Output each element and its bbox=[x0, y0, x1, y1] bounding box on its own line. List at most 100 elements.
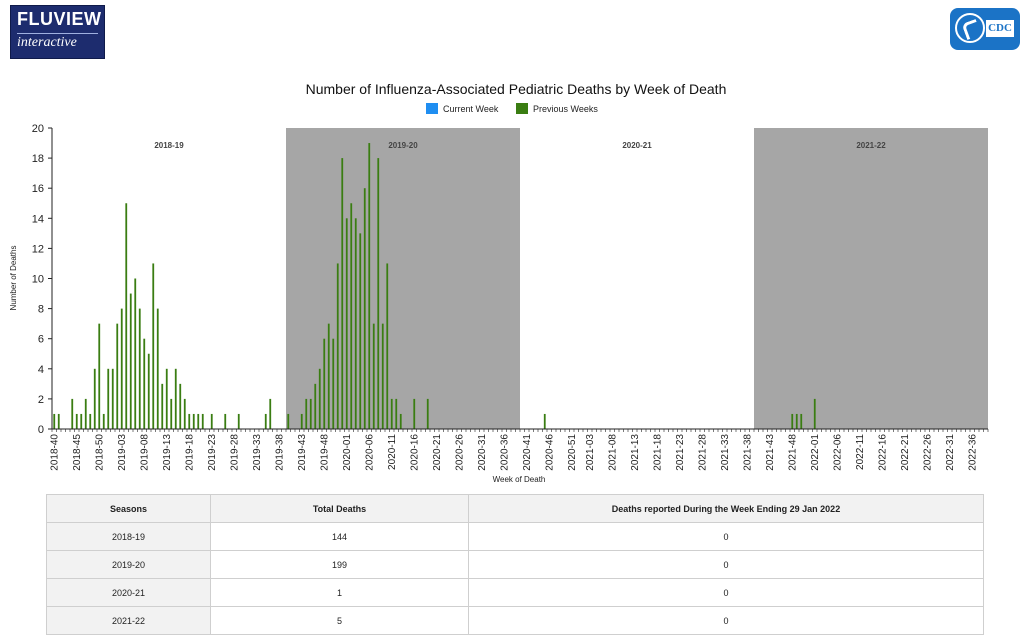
x-tick-label: 2021-43 bbox=[765, 434, 776, 471]
x-tick-label: 2021-33 bbox=[720, 434, 731, 471]
bar bbox=[377, 158, 380, 429]
bar bbox=[170, 398, 173, 429]
x-tick-label: 2022-16 bbox=[877, 434, 888, 471]
bar bbox=[116, 323, 119, 429]
bar bbox=[372, 323, 375, 429]
cell-week: 0 bbox=[468, 522, 984, 551]
x-tick-label: 2022-26 bbox=[922, 434, 933, 471]
x-tick-label: 2021-48 bbox=[787, 434, 798, 471]
chart-legend: Current Week Previous Weeks bbox=[426, 103, 598, 114]
bar bbox=[269, 398, 272, 429]
bar bbox=[197, 413, 200, 429]
season-label: 2019-20 bbox=[388, 141, 418, 150]
bar bbox=[795, 413, 798, 429]
legend-swatch-current bbox=[426, 103, 438, 114]
y-tick-label: 2 bbox=[38, 394, 44, 406]
x-tick-label: 2019-48 bbox=[319, 434, 330, 471]
fluview-logo-text: FLUVIEW bbox=[17, 9, 102, 29]
bar bbox=[309, 398, 312, 429]
bar bbox=[300, 413, 303, 429]
x-tick-label: 2021-18 bbox=[652, 434, 663, 471]
x-tick-label: 2019-33 bbox=[252, 434, 263, 471]
cell-week: 0 bbox=[468, 606, 984, 635]
y-axis: 0 2 4 6 8 10 12 14 16 18 20 bbox=[32, 123, 53, 436]
cell-season: 2021-22 bbox=[46, 606, 211, 635]
bar bbox=[188, 413, 191, 429]
season-label: 2018-19 bbox=[154, 141, 184, 150]
cell-week: 0 bbox=[468, 578, 984, 607]
bar bbox=[336, 263, 339, 429]
bar bbox=[165, 368, 168, 429]
bar bbox=[395, 398, 398, 429]
bar bbox=[341, 158, 344, 429]
bar bbox=[201, 413, 204, 429]
bar bbox=[386, 263, 389, 429]
bar bbox=[84, 398, 87, 429]
x-tick-label: 2020-21 bbox=[432, 434, 443, 471]
table-header-row: Seasons Total Deaths Deaths reported Dur… bbox=[46, 494, 984, 523]
x-tick-label: 2019-13 bbox=[162, 434, 173, 471]
bar bbox=[399, 413, 402, 429]
bar bbox=[53, 413, 56, 429]
bar bbox=[161, 383, 164, 429]
bar bbox=[318, 368, 321, 429]
x-tick-label: 2019-43 bbox=[297, 434, 308, 471]
x-tick-label: 2020-46 bbox=[544, 434, 555, 471]
bar bbox=[305, 398, 308, 429]
hhs-seal-icon bbox=[955, 13, 985, 43]
x-tick-label: 2019-38 bbox=[274, 434, 285, 471]
bar bbox=[359, 233, 362, 429]
bar bbox=[813, 398, 816, 429]
cell-week: 0 bbox=[468, 550, 984, 579]
bar bbox=[426, 398, 429, 429]
x-tick-label: 2019-18 bbox=[184, 434, 195, 471]
y-tick-label: 0 bbox=[38, 424, 44, 436]
x-tick-label: 2022-36 bbox=[967, 434, 978, 471]
bar bbox=[134, 278, 137, 429]
x-tick-label: 2021-08 bbox=[607, 434, 618, 471]
x-tick-label: 2018-45 bbox=[72, 434, 83, 471]
x-tick-label: 2019-08 bbox=[139, 434, 150, 471]
bar bbox=[71, 398, 74, 429]
legend-label-previous: Previous Weeks bbox=[533, 104, 598, 114]
seasons-table: Seasons Total Deaths Deaths reported Dur… bbox=[46, 494, 984, 635]
bar bbox=[314, 383, 317, 429]
fluview-logo-divider bbox=[17, 33, 98, 34]
x-tick-label: 2020-41 bbox=[522, 434, 533, 471]
bar bbox=[129, 293, 132, 429]
fluview-logo[interactable]: FLUVIEW interactive bbox=[10, 5, 105, 59]
x-tick-label: 2020-01 bbox=[342, 434, 353, 471]
header-seasons: Seasons bbox=[46, 494, 211, 523]
cdc-logo[interactable]: CDC bbox=[950, 8, 1020, 50]
bar bbox=[354, 218, 357, 429]
bar bbox=[174, 368, 177, 429]
bar bbox=[93, 368, 96, 429]
y-tick-label: 14 bbox=[32, 213, 44, 225]
deaths-bar-chart: Number of Influenza-Associated Pediatric… bbox=[9, 81, 989, 484]
header-total-deaths: Total Deaths bbox=[210, 494, 469, 523]
x-tick-label: 2020-36 bbox=[499, 434, 510, 471]
chart-title: Number of Influenza-Associated Pediatric… bbox=[306, 81, 727, 97]
x-tick-label: 2020-16 bbox=[409, 434, 420, 471]
bar bbox=[368, 143, 371, 430]
x-tick-label: 2020-31 bbox=[477, 434, 488, 471]
x-tick-label: 2020-26 bbox=[454, 434, 465, 471]
x-tick-label: 2022-11 bbox=[855, 434, 866, 470]
bar bbox=[381, 323, 384, 429]
bar bbox=[224, 413, 227, 429]
x-tick-label: 2021-13 bbox=[630, 434, 641, 471]
x-tick-label: 2019-03 bbox=[117, 434, 128, 471]
bar bbox=[237, 413, 240, 429]
x-tick-label: 2021-03 bbox=[585, 434, 596, 471]
bar bbox=[327, 323, 330, 429]
cell-season: 2018-19 bbox=[46, 522, 211, 551]
x-tick-label: 2020-11 bbox=[387, 434, 398, 470]
x-tick-label: 2018-40 bbox=[49, 434, 60, 471]
bar bbox=[210, 413, 213, 429]
legend-label-current: Current Week bbox=[443, 104, 499, 114]
bar bbox=[791, 413, 794, 429]
bar bbox=[80, 413, 83, 429]
bar bbox=[152, 263, 155, 429]
bar bbox=[156, 308, 159, 429]
x-tick-label: 2022-01 bbox=[810, 434, 821, 471]
